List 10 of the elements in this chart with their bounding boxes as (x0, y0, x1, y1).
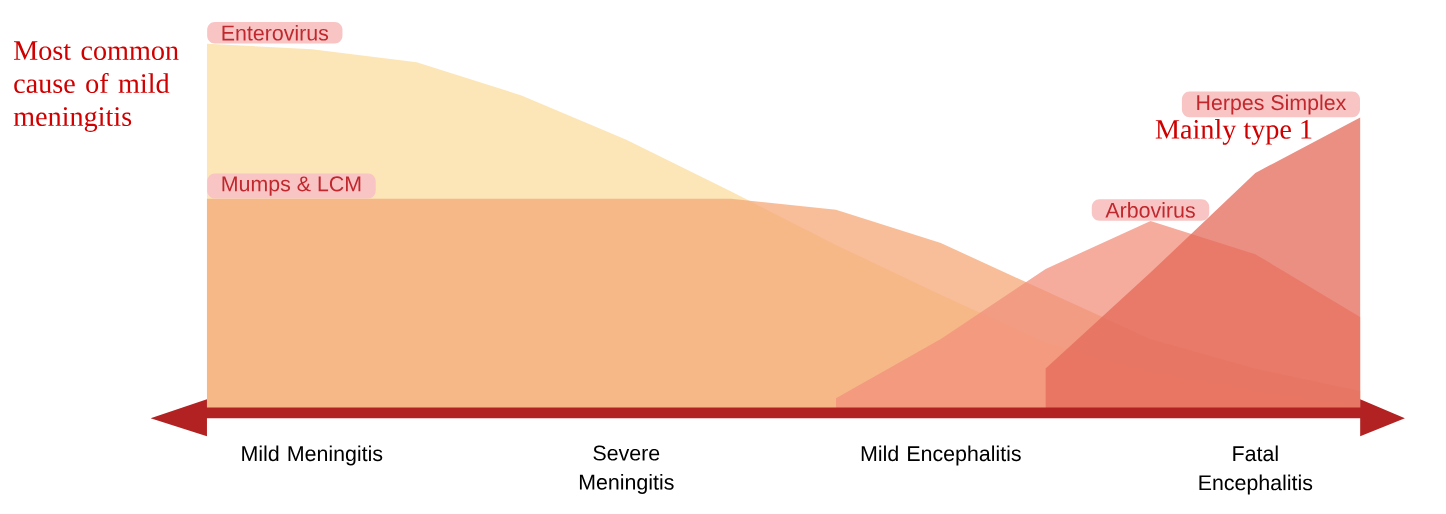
annotation: Most common cause of mild meningitis (13, 41, 179, 132)
x-tick-label: Mild Meningitis (242, 445, 383, 466)
series-label: Herpes Simplex (1197, 94, 1347, 115)
series-label: Arbovirus (1105, 202, 1195, 218)
series-label: Mumps & LCM (222, 176, 361, 196)
x-tick-label: Fatal Encephalitis (1199, 445, 1313, 495)
annotation: Mainly type 1 (1155, 119, 1312, 145)
x-tick-label: Mild Encephalitis (861, 445, 1021, 466)
series-label: Enterovirus (222, 24, 329, 41)
x-tick-label: Severe Meningitis (579, 445, 674, 495)
